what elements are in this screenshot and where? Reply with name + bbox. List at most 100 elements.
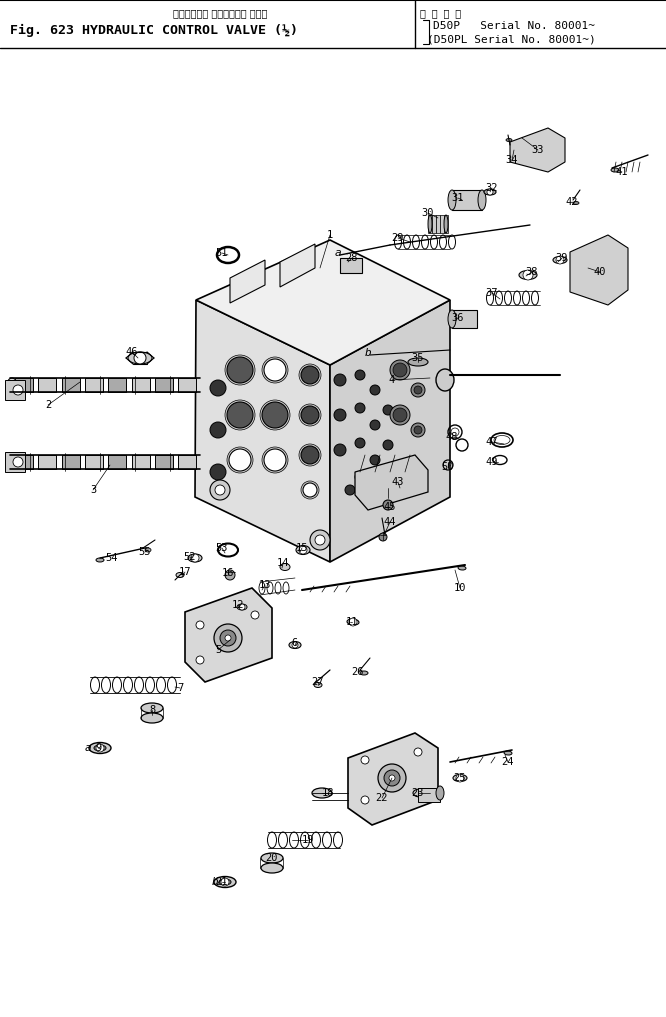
Circle shape [389,775,395,781]
Ellipse shape [141,703,163,713]
Text: 31: 31 [452,193,464,203]
Polygon shape [330,300,450,562]
Ellipse shape [484,189,496,195]
Text: 26: 26 [352,667,364,677]
Circle shape [310,530,330,550]
Circle shape [210,380,226,396]
Text: 13: 13 [259,580,271,590]
Ellipse shape [312,788,332,798]
Bar [38,455,56,469]
Text: 40: 40 [594,267,606,277]
Ellipse shape [478,190,486,210]
Polygon shape [570,235,628,305]
Ellipse shape [261,853,283,863]
Text: 36: 36 [452,313,464,323]
Bar [5,452,25,472]
Circle shape [220,630,236,646]
Circle shape [96,744,104,752]
Bar [340,258,362,273]
Circle shape [345,485,355,495]
Circle shape [262,447,288,473]
Bar [108,455,126,469]
Text: b: b [212,877,218,887]
Polygon shape [185,588,272,682]
Text: 12: 12 [232,600,244,610]
Text: 50: 50 [442,462,454,472]
Text: 14: 14 [277,558,289,569]
Ellipse shape [289,642,301,649]
Text: 42: 42 [565,197,578,207]
Bar [62,378,80,392]
Circle shape [556,256,564,264]
Circle shape [292,642,298,648]
Circle shape [262,402,288,428]
Circle shape [315,535,325,545]
Text: 55: 55 [139,547,151,557]
Bar [440,215,444,233]
Bar [178,378,196,392]
Ellipse shape [553,256,567,263]
Circle shape [301,366,319,384]
Bar [38,378,56,392]
Polygon shape [355,455,428,510]
Ellipse shape [176,573,184,578]
Ellipse shape [573,201,579,204]
Text: 3: 3 [90,485,96,495]
Circle shape [225,570,235,580]
Text: 39: 39 [555,253,568,263]
Text: 4: 4 [389,375,395,385]
Circle shape [299,546,307,554]
Circle shape [229,448,251,471]
Circle shape [414,747,422,756]
Circle shape [349,618,357,626]
Text: 30: 30 [422,208,434,218]
Ellipse shape [296,545,310,554]
Text: 19: 19 [302,835,314,845]
Text: 34: 34 [505,155,518,165]
Circle shape [393,363,407,377]
Circle shape [221,878,229,886]
Circle shape [225,355,255,385]
Text: 23: 23 [412,788,424,798]
Text: 32: 32 [486,183,498,193]
Circle shape [264,448,286,471]
Ellipse shape [444,215,448,233]
Ellipse shape [128,352,152,364]
Text: 21: 21 [216,877,228,887]
Circle shape [214,624,242,652]
Circle shape [411,423,425,437]
Bar [155,378,173,392]
Bar [444,215,448,233]
Polygon shape [510,128,565,172]
Text: 45: 45 [384,502,396,512]
Text: 35: 35 [412,353,424,363]
Text: 15: 15 [296,543,308,553]
Text: 25: 25 [454,773,466,783]
Circle shape [251,611,259,619]
Circle shape [196,621,204,629]
Circle shape [334,374,346,386]
Text: 38: 38 [525,267,538,277]
Circle shape [215,485,225,495]
Circle shape [383,500,393,510]
Text: 9: 9 [95,743,101,753]
Circle shape [487,189,493,195]
Text: b: b [364,348,372,358]
Bar [132,455,150,469]
Polygon shape [280,244,315,287]
Circle shape [134,352,146,364]
Ellipse shape [96,558,104,562]
Ellipse shape [448,310,456,328]
Circle shape [301,406,319,424]
Ellipse shape [347,619,359,625]
Ellipse shape [448,190,456,210]
Ellipse shape [94,745,106,751]
Text: 22: 22 [376,793,388,803]
Circle shape [355,472,365,482]
Text: HYDRAULIC CONTROL VALVE (½): HYDRAULIC CONTROL VALVE (½) [82,23,298,37]
Ellipse shape [504,751,512,755]
Bar [178,455,196,469]
Circle shape [411,383,425,397]
Ellipse shape [436,786,444,800]
Circle shape [196,656,204,664]
